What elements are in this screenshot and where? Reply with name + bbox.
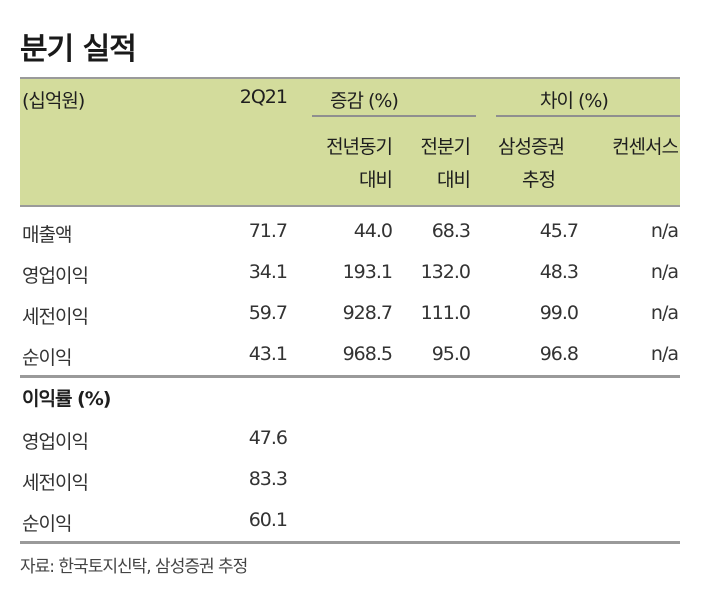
row-label: 순이익	[22, 347, 72, 369]
table-bottom-rule	[20, 541, 680, 544]
page-title: 분기 실적	[20, 32, 137, 67]
value-qoq: 68.3	[431, 220, 471, 242]
header-unit: (십억원)	[22, 90, 85, 112]
header-samsung-line2: 추정	[522, 169, 556, 191]
table-row: 순이익 60.1	[20, 501, 680, 541]
value-2q21: 71.7	[248, 220, 288, 242]
value-qoq: 95.0	[431, 343, 471, 365]
value-2q21: 47.6	[248, 427, 288, 449]
value-consensus: n/a	[650, 343, 679, 365]
header-yoy-line1: 전년동기	[326, 136, 393, 158]
value-qoq: 132.0	[420, 261, 471, 283]
row-label: 순이익	[22, 513, 72, 535]
value-samsung: 96.8	[539, 343, 579, 365]
row-label: 세전이익	[22, 306, 89, 328]
header-qoq-line1: 전분기	[420, 136, 471, 158]
value-2q21: 60.1	[248, 509, 288, 531]
table-header	[20, 77, 680, 207]
value-consensus: n/a	[650, 220, 679, 242]
row-label: 세전이익	[22, 472, 89, 494]
value-consensus: n/a	[650, 302, 679, 324]
header-group-diff: 차이 (%)	[540, 90, 609, 112]
table-row: 순이익 43.1 968.5 95.0 96.8 n/a	[20, 335, 680, 375]
value-yoy: 44.0	[353, 220, 393, 242]
value-samsung: 45.7	[539, 220, 579, 242]
value-qoq: 111.0	[420, 302, 471, 324]
source-note: 자료: 한국토지신탁, 삼성증권 추정	[20, 557, 248, 577]
value-yoy: 968.5	[342, 343, 393, 365]
header-yoy-line2: 대비	[359, 169, 393, 191]
value-consensus: n/a	[650, 261, 679, 283]
table-row: 세전이익 83.3	[20, 460, 680, 500]
value-yoy: 928.7	[342, 302, 393, 324]
header-qoq-line2: 대비	[437, 169, 471, 191]
row-label: 영업이익	[22, 431, 89, 453]
table-row: 세전이익 59.7 928.7 111.0 99.0 n/a	[20, 294, 680, 334]
table-row: 영업이익 34.1 193.1 132.0 48.3 n/a	[20, 253, 680, 293]
value-2q21: 34.1	[248, 261, 288, 283]
value-yoy: 193.1	[342, 261, 393, 283]
group-diff-underline	[496, 115, 680, 117]
value-2q21: 43.1	[248, 343, 288, 365]
margin-section-title: 이익률 (%)	[22, 388, 111, 410]
section-divider	[20, 375, 680, 378]
row-label: 영업이익	[22, 265, 89, 287]
value-samsung: 99.0	[539, 302, 579, 324]
value-2q21: 59.7	[248, 302, 288, 324]
row-label: 매출액	[22, 224, 72, 246]
value-2q21: 83.3	[248, 468, 288, 490]
header-period: 2Q21	[239, 86, 288, 108]
header-samsung-line1: 삼성증권	[498, 136, 565, 158]
table-row: 영업이익 47.6	[20, 419, 680, 459]
table-row: 매출액 71.7 44.0 68.3 45.7 n/a	[20, 212, 680, 252]
header-group-change: 증감 (%)	[330, 90, 399, 112]
header-consensus: 컨센서스	[612, 136, 679, 158]
value-samsung: 48.3	[539, 261, 579, 283]
group-change-underline	[312, 115, 476, 117]
